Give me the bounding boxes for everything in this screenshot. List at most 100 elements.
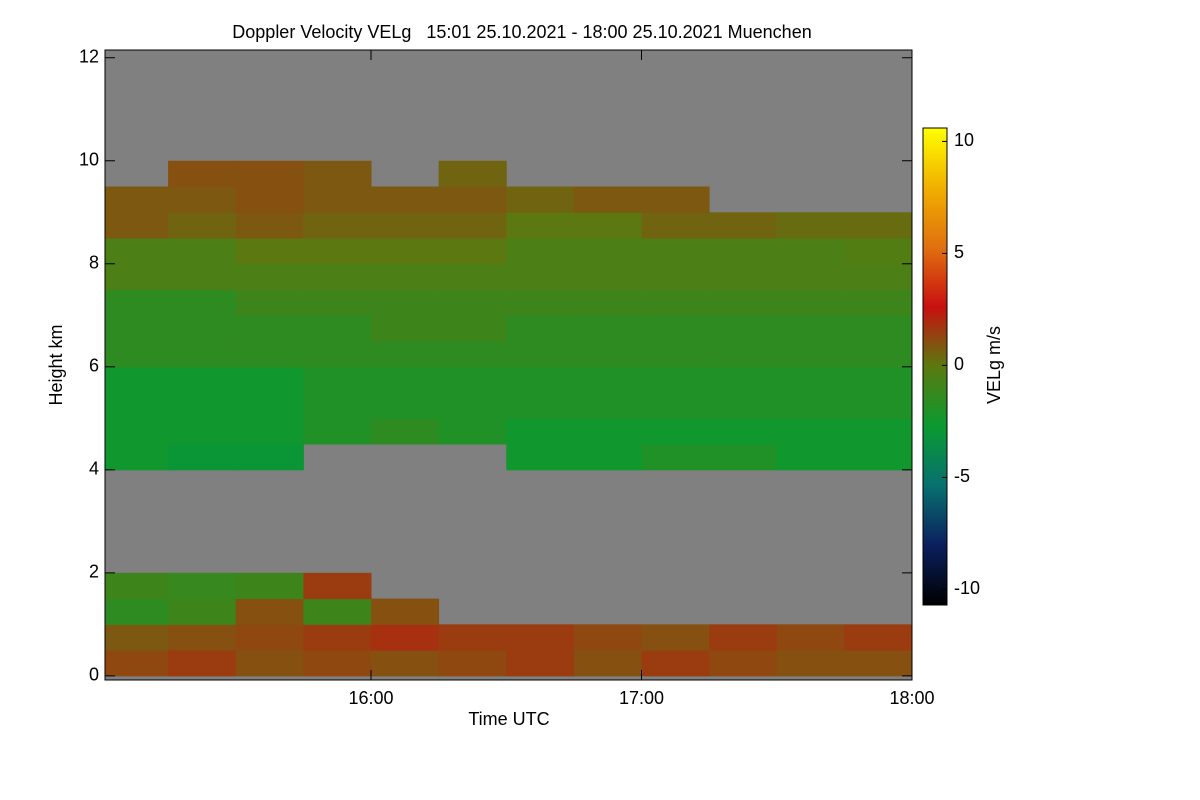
heatmap-cell (438, 366, 507, 394)
heatmap-cell (370, 315, 440, 342)
heatmap-cell (776, 315, 845, 342)
heatmap-cell (844, 392, 912, 419)
heatmap-cell (235, 418, 304, 445)
heatmap-cell (303, 418, 372, 445)
heatmap-cell (438, 650, 507, 677)
heatmap-cell (641, 624, 710, 651)
heatmap-cell (370, 341, 440, 368)
heatmap-cell (303, 650, 372, 677)
heatmap-cell (438, 263, 507, 291)
heatmap-cell (438, 315, 507, 342)
heatmap-cell (573, 444, 642, 471)
heatmap-cell (438, 238, 507, 265)
heatmap-cell (844, 341, 912, 368)
heatmap-cell (370, 392, 440, 419)
heatmap-cell (506, 366, 575, 394)
heatmap-cell (709, 238, 778, 265)
heatmap-cell (709, 444, 778, 471)
heatmap-cell (235, 392, 304, 419)
heatmap-cell (105, 366, 169, 394)
heatmap-cell (168, 650, 237, 677)
heatmap-cell (168, 238, 237, 265)
heatmap-cell (776, 650, 845, 677)
heatmap-cell (168, 392, 237, 419)
heatmap-cell (641, 212, 710, 239)
heatmap-cell (235, 212, 304, 239)
heatmap-cell (303, 624, 372, 651)
heatmap-cell (573, 418, 642, 445)
heatmap-cell (303, 366, 372, 394)
heatmap-cell (709, 392, 778, 419)
heatmap-cell (235, 366, 304, 394)
heatmap-cell (641, 186, 710, 213)
y-tick-label: 6 (89, 356, 99, 376)
heatmap-cell (776, 263, 845, 291)
heatmap-cell (506, 315, 575, 342)
colorbar-tick-label: 10 (954, 130, 974, 150)
heatmap-cell (303, 263, 372, 291)
heatmap-cell (573, 341, 642, 368)
heatmap-cell (168, 624, 237, 651)
y-axis-label: Height km (46, 324, 66, 405)
heatmap-cell (370, 418, 440, 445)
heatmap-cell (844, 289, 912, 316)
heatmap-cell (438, 160, 507, 188)
heatmap-cell (370, 624, 440, 651)
colorbar-tick-label: -10 (954, 578, 980, 598)
heatmap-cell (235, 598, 304, 625)
y-tick-label: 0 (89, 665, 99, 685)
heatmap-cell (844, 238, 912, 265)
heatmap-cell (370, 238, 440, 265)
heatmap-cell (235, 572, 304, 600)
heatmap-cell (573, 238, 642, 265)
heatmap-cell (709, 366, 778, 394)
heatmap-cell (303, 315, 372, 342)
y-tick-label: 12 (79, 46, 99, 66)
heatmap-cell (844, 315, 912, 342)
heatmap-cell (303, 160, 372, 188)
heatmap-cell (709, 624, 778, 651)
heatmap-cell (105, 186, 169, 213)
heatmap-cell (105, 341, 169, 368)
heatmap-cell (709, 418, 778, 445)
heatmap-cell (168, 418, 237, 445)
heatmap-cell (370, 263, 440, 291)
heatmap-cell (641, 341, 710, 368)
plot-frame (104, 49, 913, 681)
heatmap-cell (168, 341, 237, 368)
heatmap-cell (168, 366, 237, 394)
heatmap-cell (168, 186, 237, 213)
heatmap-cell (105, 572, 169, 600)
heatmap-cell (776, 238, 845, 265)
heatmap-cell (506, 418, 575, 445)
colorbar-label: VELg m/s (984, 326, 1004, 404)
y-tick-label: 8 (89, 253, 99, 273)
heatmap-cell (641, 418, 710, 445)
heatmap-cell (709, 212, 778, 239)
heatmap-cell (370, 598, 440, 625)
colorbar-tick-label: 0 (954, 354, 964, 374)
y-tick-label: 4 (89, 459, 99, 479)
heatmap-cell (168, 572, 237, 600)
heatmap-cell (844, 263, 912, 291)
heatmap-cell (573, 315, 642, 342)
heatmap-cell (506, 186, 575, 213)
heatmap-cell (573, 289, 642, 316)
heatmap-cell (235, 650, 304, 677)
heatmap-cell (105, 263, 169, 291)
heatmap-cell (105, 212, 169, 239)
y-tick-label: 2 (89, 562, 99, 582)
x-axis-label: Time UTC (468, 709, 549, 729)
heatmap-cell (235, 624, 304, 651)
heatmap-cell (438, 341, 507, 368)
heatmap-cell (105, 315, 169, 342)
heatmap-cell (709, 341, 778, 368)
x-tick-label: 18:00 (889, 688, 934, 708)
heatmap-cell (641, 366, 710, 394)
heatmap-cell (168, 598, 237, 625)
heatmap-cell (438, 186, 507, 213)
heatmap-cell (168, 263, 237, 291)
heatmap-cell (235, 263, 304, 291)
heatmap-cell (105, 650, 169, 677)
